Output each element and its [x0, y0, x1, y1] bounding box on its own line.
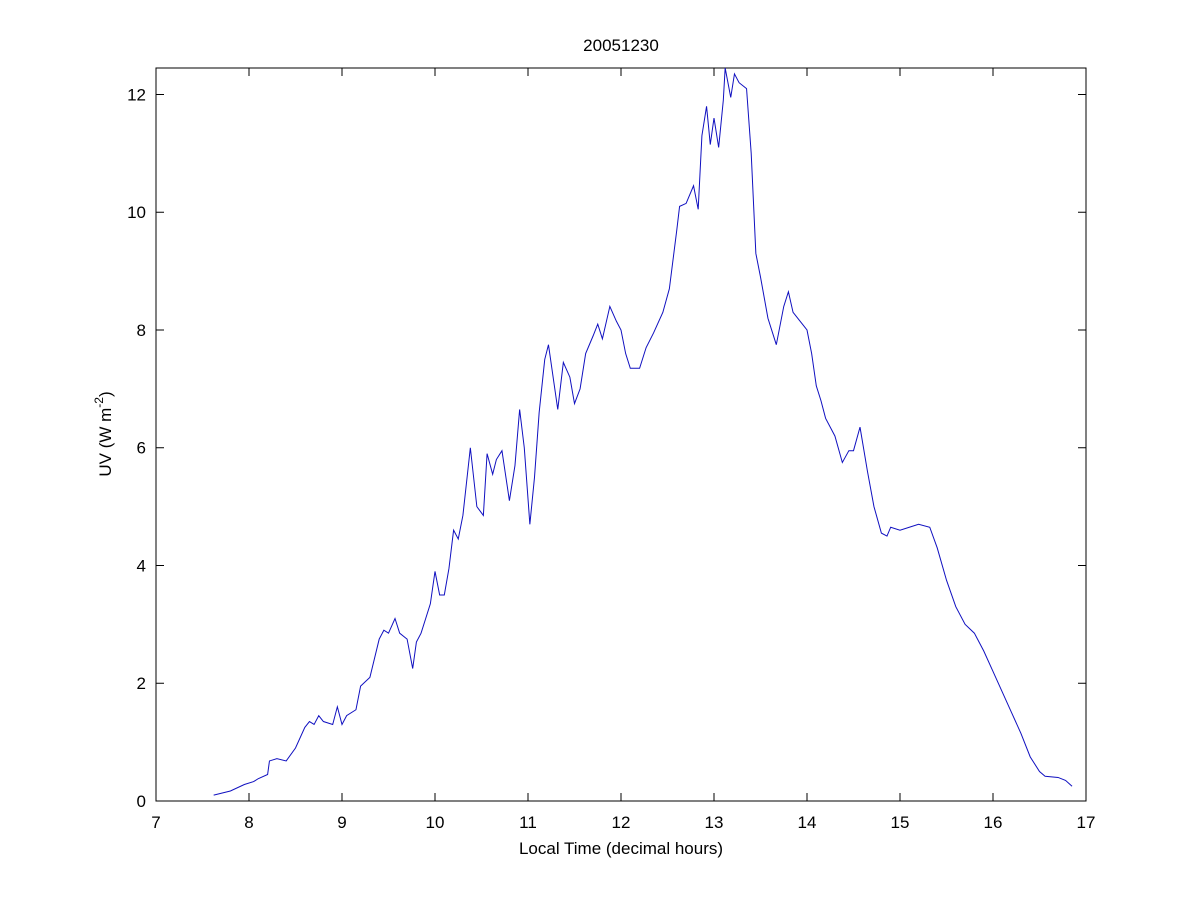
y-axis-label: UV (W m-2) [92, 391, 115, 476]
x-tick-label: 17 [1077, 813, 1096, 832]
x-tick-label: 7 [151, 813, 160, 832]
x-tick-label: 13 [705, 813, 724, 832]
y-tick-label: 6 [137, 439, 146, 458]
y-tick-label: 8 [137, 321, 146, 340]
x-axis-label: Local Time (decimal hours) [519, 839, 723, 858]
x-tick-label: 15 [891, 813, 910, 832]
y-label-exponent: -2 [92, 397, 106, 408]
y-tick-label: 4 [137, 556, 146, 575]
data-line [213, 67, 1073, 796]
y-tick-label: 10 [127, 203, 146, 222]
y-tick-label: 0 [137, 792, 146, 811]
x-tick-label: 16 [984, 813, 1003, 832]
plot-frame [155, 67, 1087, 802]
x-tick-label: 8 [244, 813, 253, 832]
y-label-close: ) [96, 391, 115, 397]
x-tick-label: 12 [612, 813, 631, 832]
chart-title: 20051230 [583, 36, 659, 55]
y-tick-label: 2 [137, 674, 146, 693]
x-tick-label: 10 [426, 813, 445, 832]
x-tick-label: 9 [337, 813, 346, 832]
y-label-base: UV (W m [96, 408, 115, 477]
y-tick-label: 12 [127, 85, 146, 104]
x-tick-label: 14 [798, 813, 817, 832]
x-tick-label: 11 [519, 813, 537, 832]
